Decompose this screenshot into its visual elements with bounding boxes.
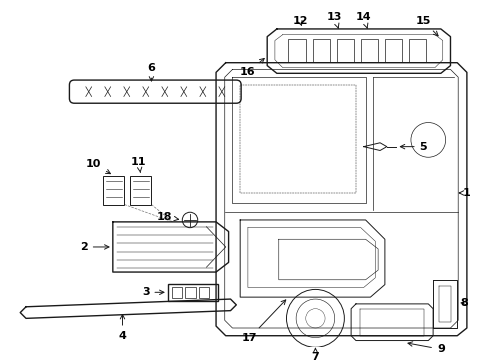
Text: 14: 14 bbox=[356, 12, 371, 28]
Text: 18: 18 bbox=[157, 212, 179, 222]
Text: 10: 10 bbox=[86, 159, 110, 174]
Text: 8: 8 bbox=[460, 298, 468, 308]
Text: 7: 7 bbox=[312, 348, 319, 360]
Text: 13: 13 bbox=[327, 12, 343, 28]
Text: 15: 15 bbox=[416, 16, 438, 36]
Text: 16: 16 bbox=[240, 58, 264, 77]
Text: 11: 11 bbox=[131, 157, 147, 172]
Text: 9: 9 bbox=[408, 342, 445, 354]
Text: 5: 5 bbox=[400, 141, 427, 152]
Text: 3: 3 bbox=[142, 287, 164, 297]
Text: 6: 6 bbox=[147, 63, 155, 81]
Text: 12: 12 bbox=[292, 16, 308, 26]
Text: 17: 17 bbox=[242, 300, 286, 343]
Text: 2: 2 bbox=[80, 242, 109, 252]
Text: 4: 4 bbox=[119, 315, 126, 341]
Text: 1: 1 bbox=[459, 188, 471, 198]
